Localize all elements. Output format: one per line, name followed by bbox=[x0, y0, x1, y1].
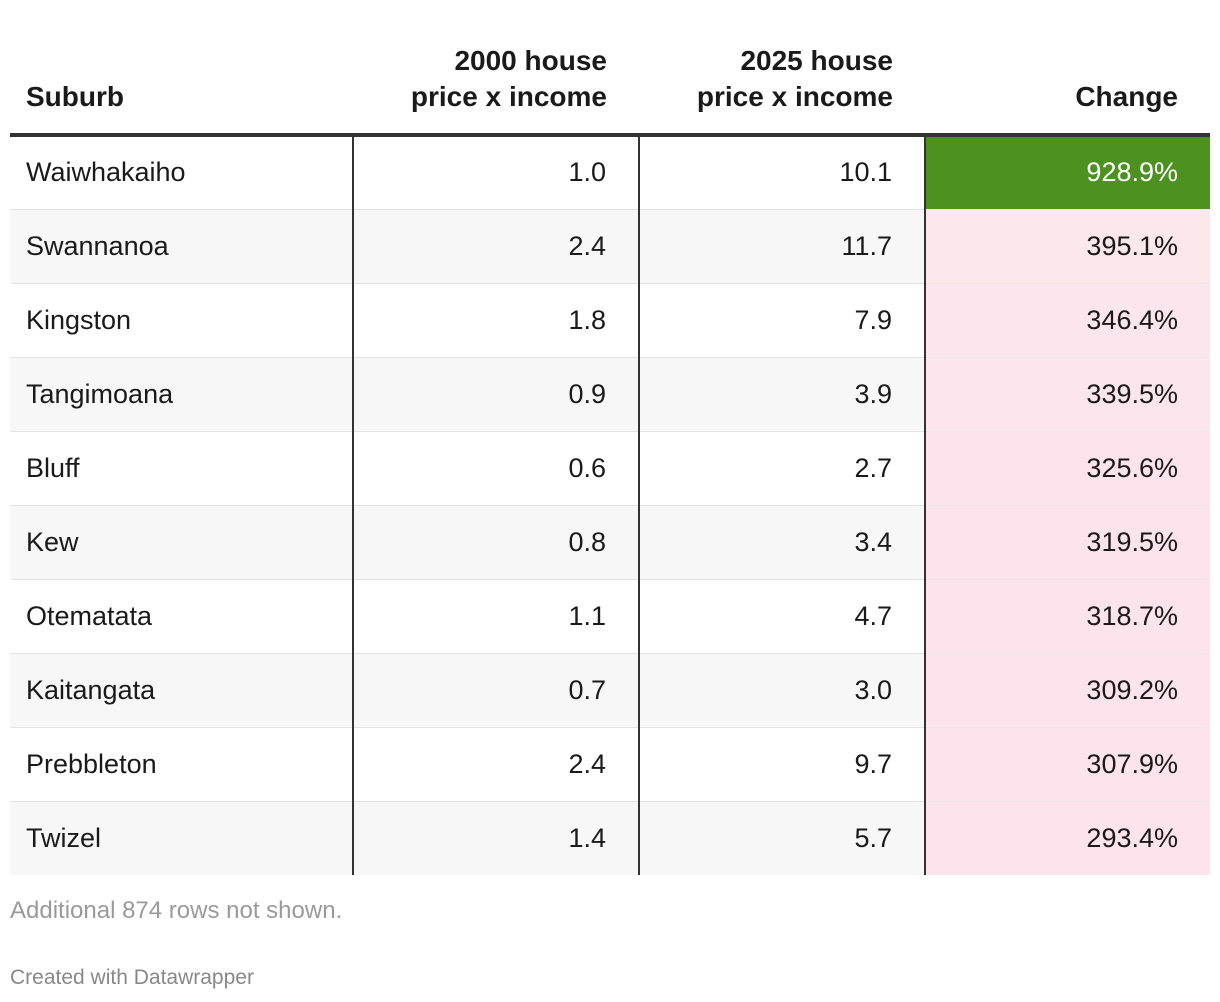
cell-2025-ratio: 5.7 bbox=[638, 801, 925, 875]
cell-2000-ratio: 1.0 bbox=[352, 135, 639, 210]
cell-suburb: Twizel bbox=[10, 801, 353, 875]
cell-2025-ratio: 10.1 bbox=[638, 135, 925, 210]
cell-2025-ratio: 9.7 bbox=[638, 727, 925, 802]
cell-2000-ratio: 1.8 bbox=[352, 283, 639, 358]
cell-2000-ratio: 0.7 bbox=[352, 653, 639, 728]
cell-suburb: Prebbleton bbox=[10, 727, 353, 802]
rows-not-shown-note: Additional 874 rows not shown. bbox=[10, 897, 343, 924]
table-container: Suburb 2000 house price x income 2025 hou… bbox=[10, 0, 1210, 875]
table-row: Tangimoana 0.9 3.9 339.5% bbox=[10, 357, 1210, 432]
table-row: Kew 0.8 3.4 319.5% bbox=[10, 505, 1210, 580]
data-table: Suburb 2000 house price x income 2025 hou… bbox=[10, 0, 1210, 875]
cell-suburb: Otematata bbox=[10, 579, 353, 654]
table-row: Bluff 0.6 2.7 325.6% bbox=[10, 431, 1210, 506]
cell-change: 318.7% bbox=[924, 579, 1210, 654]
cell-suburb: Waiwhakaiho bbox=[10, 135, 353, 210]
cell-change: 395.1% bbox=[924, 209, 1210, 284]
table-row: Prebbleton 2.4 9.7 307.9% bbox=[10, 727, 1210, 802]
column-header-2025[interactable]: 2025 house price x income bbox=[639, 0, 925, 137]
column-header-2000-label: 2000 house price x income bbox=[410, 45, 607, 112]
cell-change: 325.6% bbox=[924, 431, 1210, 506]
cell-2025-ratio: 2.7 bbox=[638, 431, 925, 506]
table-row: Otematata 1.1 4.7 318.7% bbox=[10, 579, 1210, 654]
cell-change: 293.4% bbox=[924, 801, 1210, 875]
cell-2000-ratio: 1.4 bbox=[352, 801, 639, 875]
cell-2000-ratio: 2.4 bbox=[352, 209, 639, 284]
table-row: Twizel 1.4 5.7 293.4% bbox=[10, 801, 1210, 875]
cell-change: 319.5% bbox=[924, 505, 1210, 580]
cell-suburb: Bluff bbox=[10, 431, 353, 506]
cell-2025-ratio: 3.0 bbox=[638, 653, 925, 728]
cell-suburb: Kaitangata bbox=[10, 653, 353, 728]
cell-2000-ratio: 1.1 bbox=[352, 579, 639, 654]
table-row: Waiwhakaiho 1.0 10.1 928.9% bbox=[10, 135, 1210, 210]
cell-change: 339.5% bbox=[924, 357, 1210, 432]
table-row: Swannanoa 2.4 11.7 395.1% bbox=[10, 209, 1210, 284]
cell-2025-ratio: 7.9 bbox=[638, 283, 925, 358]
cell-suburb: Kingston bbox=[10, 283, 353, 358]
table-row: Kingston 1.8 7.9 346.4% bbox=[10, 283, 1210, 358]
cell-change: 928.9% bbox=[924, 135, 1210, 210]
cell-change: 307.9% bbox=[924, 727, 1210, 802]
cell-suburb: Swannanoa bbox=[10, 209, 353, 284]
cell-2025-ratio: 4.7 bbox=[638, 579, 925, 654]
cell-2000-ratio: 2.4 bbox=[352, 727, 639, 802]
cell-2025-ratio: 3.9 bbox=[638, 357, 925, 432]
cell-change: 346.4% bbox=[924, 283, 1210, 358]
column-header-change[interactable]: Change bbox=[925, 0, 1210, 137]
column-header-2000[interactable]: 2000 house price x income bbox=[353, 0, 639, 137]
cell-2025-ratio: 3.4 bbox=[638, 505, 925, 580]
header-row: Suburb 2000 house price x income 2025 hou… bbox=[10, 0, 1210, 137]
table-row: Kaitangata 0.7 3.0 309.2% bbox=[10, 653, 1210, 728]
cell-suburb: Kew bbox=[10, 505, 353, 580]
datawrapper-credit: Created with Datawrapper bbox=[10, 966, 254, 989]
cell-2000-ratio: 0.6 bbox=[352, 431, 639, 506]
column-header-2025-label: 2025 house price x income bbox=[696, 45, 893, 112]
cell-2000-ratio: 0.9 bbox=[352, 357, 639, 432]
cell-change: 309.2% bbox=[924, 653, 1210, 728]
cell-suburb: Tangimoana bbox=[10, 357, 353, 432]
column-header-suburb[interactable]: Suburb bbox=[10, 0, 353, 137]
cell-2025-ratio: 11.7 bbox=[638, 209, 925, 284]
table-body: Waiwhakaiho 1.0 10.1 928.9% Swannanoa 2.4 11.7… bbox=[10, 135, 1210, 875]
cell-2000-ratio: 0.8 bbox=[352, 505, 639, 580]
